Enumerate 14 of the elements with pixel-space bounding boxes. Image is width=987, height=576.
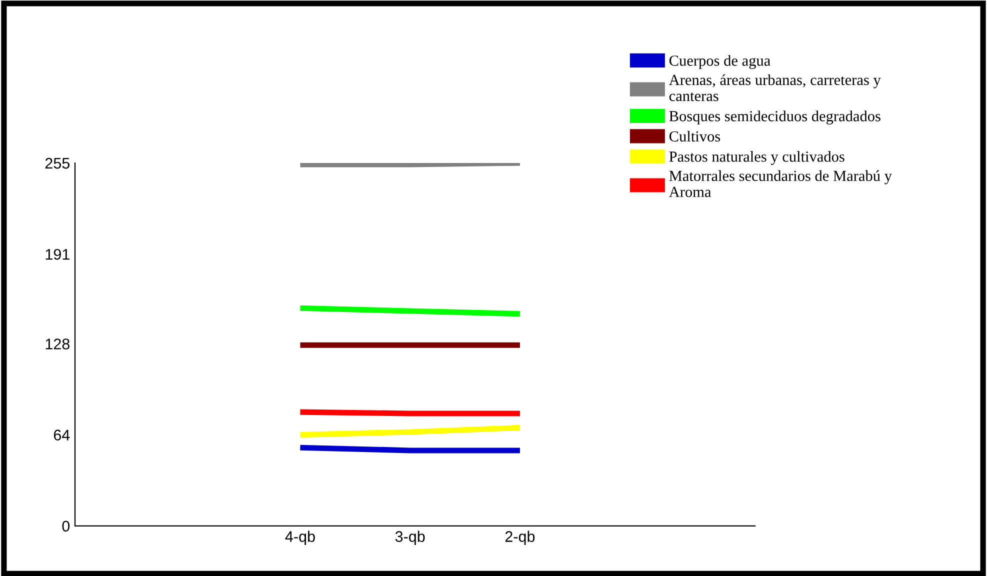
legend-label: Matorrales secundarios de Marabú y Aroma	[668, 170, 892, 198]
legend-label: Cultivos	[669, 130, 720, 142]
y-tick-label: 255	[45, 158, 70, 169]
y-tick-label: 191	[46, 248, 70, 260]
y-tick-label: 0	[62, 520, 70, 532]
legend-label: Arenas, áreas urbanas, carreteras y canteras	[668, 74, 881, 102]
x-tick-label: 2-qb	[505, 530, 535, 545]
y-tick-label: 128	[46, 338, 70, 350]
x-tick-label: 4-qb	[285, 530, 315, 545]
legend-label: Cuerpos de agua	[669, 55, 770, 69]
legend-label: Bosques semideciduos degradados	[669, 110, 880, 124]
y-tick-label: 64	[54, 430, 70, 440]
legend-label: Pastos naturales y cultivados	[669, 151, 844, 165]
x-tick-label: 3-qb	[395, 530, 425, 545]
